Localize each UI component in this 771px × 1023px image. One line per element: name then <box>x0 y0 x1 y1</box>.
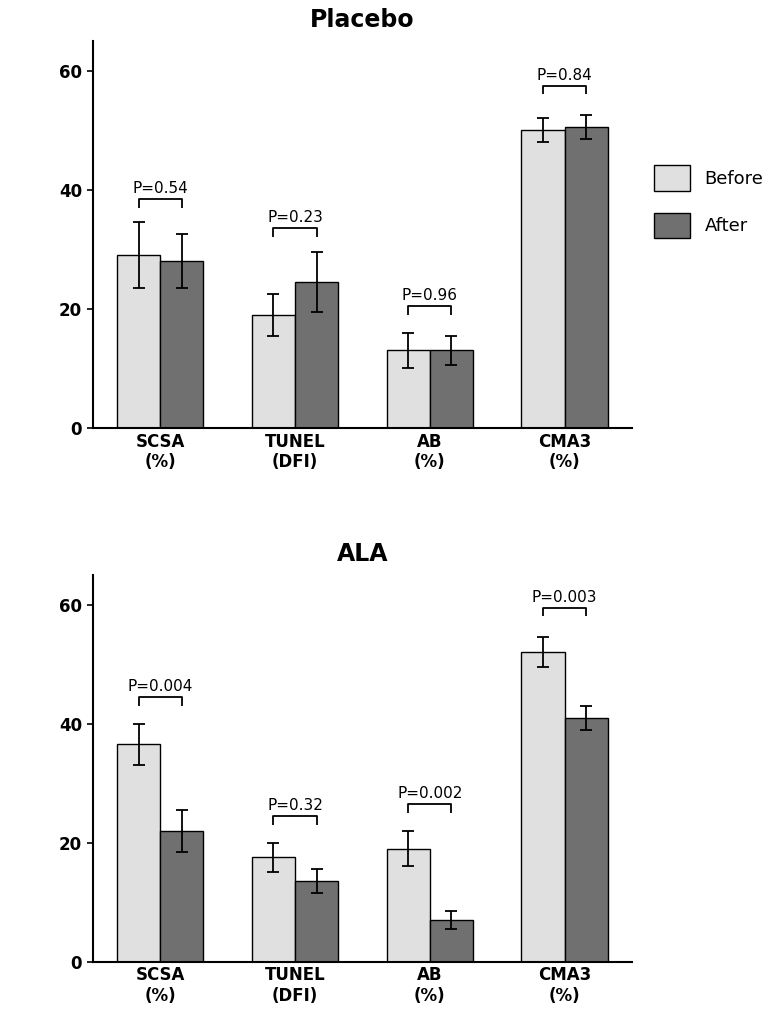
Legend: Before, After: Before, After <box>647 159 770 246</box>
Title: ALA: ALA <box>337 542 388 566</box>
Bar <box>429 920 473 962</box>
Bar <box>429 351 473 428</box>
Bar <box>252 315 295 428</box>
Text: P=0.54: P=0.54 <box>133 181 188 195</box>
Bar <box>117 745 160 962</box>
Bar <box>386 351 429 428</box>
Text: P=0.002: P=0.002 <box>397 786 463 801</box>
Text: P=0.32: P=0.32 <box>267 798 323 813</box>
Text: P=0.96: P=0.96 <box>402 287 458 303</box>
Bar <box>295 282 338 428</box>
Bar <box>252 857 295 962</box>
Bar <box>160 261 204 428</box>
Title: Placebo: Placebo <box>310 8 415 32</box>
Text: P=0.003: P=0.003 <box>532 589 598 605</box>
Text: P=0.84: P=0.84 <box>537 68 592 83</box>
Bar <box>386 848 429 962</box>
Bar <box>295 881 338 962</box>
Bar <box>160 831 204 962</box>
Bar <box>521 652 564 962</box>
Text: P=0.23: P=0.23 <box>267 211 323 225</box>
Bar <box>521 130 564 428</box>
Bar <box>117 255 160 428</box>
Text: P=0.004: P=0.004 <box>127 679 193 694</box>
Bar <box>564 127 608 428</box>
Bar <box>564 717 608 962</box>
